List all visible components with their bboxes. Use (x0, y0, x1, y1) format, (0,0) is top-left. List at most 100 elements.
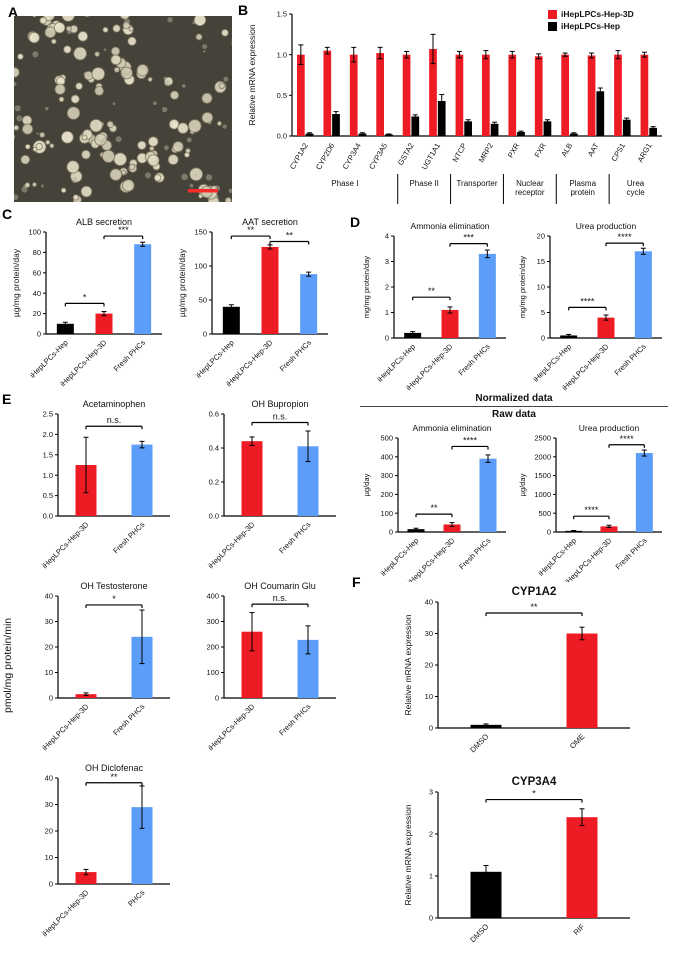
svg-text:30: 30 (425, 629, 433, 638)
svg-text:iHepLPCs-Hep-3D: iHepLPCs-Hep-3D (206, 520, 257, 570)
legend-item-hep: iHepLPCs-Hep (548, 20, 634, 32)
svg-text:20: 20 (45, 827, 53, 836)
svg-text:50: 50 (199, 296, 207, 305)
svg-text:mg/mg protein/day: mg/mg protein/day (518, 256, 527, 318)
chart-urea-production-raw: 0 500 1000 1500 2000 2500 Urea production µg/da… (516, 423, 668, 587)
svg-text:*: * (112, 594, 116, 604)
svg-text:iHepLPCs-Hep-3D: iHepLPCs-Hep-3D (40, 520, 91, 570)
svg-text:2: 2 (429, 830, 433, 839)
chart-aat-secretion: 0 50 100 150 AAT secretion µg/mg protein/day i… (176, 216, 334, 393)
svg-text:2.0: 2.0 (43, 430, 53, 439)
svg-text:0: 0 (203, 330, 207, 339)
svg-text:****: **** (463, 435, 478, 445)
svg-text:NTCP: NTCP (451, 142, 469, 164)
legend-label-hep3d: iHepLPCs-Hep-3D (561, 9, 634, 19)
svg-text:Phase I: Phase I (331, 179, 358, 188)
svg-text:500: 500 (538, 509, 551, 518)
svg-text:Fresh PHCs: Fresh PHCs (112, 338, 147, 373)
svg-text:Relative mRNA expression: Relative mRNA expression (403, 614, 413, 715)
svg-text:1: 1 (385, 308, 389, 317)
svg-text:100: 100 (380, 509, 393, 518)
svg-text:4: 4 (385, 232, 389, 241)
micrograph-image (14, 16, 232, 202)
svg-text:0: 0 (49, 880, 53, 889)
svg-text:40: 40 (33, 289, 41, 298)
svg-text:0: 0 (429, 914, 433, 923)
svg-text:200: 200 (380, 490, 393, 499)
svg-text:OH Coumarin Glu: OH Coumarin Glu (244, 581, 316, 591)
svg-text:Relative mRNA expression: Relative mRNA expression (247, 24, 257, 125)
svg-text:MRP2: MRP2 (477, 142, 495, 165)
svg-text:µg/day: µg/day (362, 473, 371, 496)
legend-label-hep: iHepLPCs-Hep (561, 21, 621, 31)
svg-text:20: 20 (33, 309, 41, 318)
svg-text:OME: OME (568, 732, 586, 750)
chart-oh-testosterone: 0 10 20 30 40 OH Testosterone iHepLPCs-Hep-3D F… (26, 580, 178, 757)
svg-text:*: * (83, 292, 87, 302)
svg-text:0.5: 0.5 (43, 491, 53, 500)
svg-text:3: 3 (429, 788, 433, 797)
svg-text:200: 200 (206, 643, 219, 652)
svg-text:iHepLPCs-Hep-3D: iHepLPCs-Hep-3D (206, 702, 257, 752)
svg-text:PXR: PXR (506, 141, 522, 159)
svg-text:100: 100 (206, 668, 219, 677)
svg-text:**: ** (430, 503, 438, 513)
svg-text:0: 0 (541, 334, 545, 343)
panel-f-label: F (352, 574, 361, 590)
svg-text:1.0: 1.0 (43, 471, 53, 480)
svg-text:Fresh PHCs: Fresh PHCs (278, 338, 313, 373)
svg-text:mg/mg protein/day: mg/mg protein/day (362, 256, 371, 318)
svg-text:10: 10 (45, 668, 53, 677)
svg-text:400: 400 (206, 592, 219, 601)
svg-text:40: 40 (425, 598, 433, 607)
svg-text:****: **** (580, 296, 595, 306)
raw-data-caption: Raw data (492, 409, 536, 420)
svg-text:CYP1A2: CYP1A2 (288, 142, 310, 171)
svg-text:5: 5 (541, 308, 545, 317)
chart-alb-secretion: 0 20 40 60 80 100 ALB secretion µg/mg protein/d… (10, 216, 168, 393)
chart-cyp3a4: 0 1 2 3 CYP3A4 Relative mRNA expression DMSO RI… (402, 772, 642, 959)
svg-text:***: *** (118, 225, 129, 235)
svg-text:Relative mRNA expression: Relative mRNA expression (403, 804, 413, 905)
svg-text:150: 150 (194, 228, 207, 237)
svg-text:40: 40 (45, 774, 53, 783)
svg-text:GSTA2: GSTA2 (396, 142, 416, 167)
panel-e-label: E (2, 391, 12, 407)
chart-ammonia-elimination-raw: 0 100 200 300 400 500 Ammonia elimination µg/da… (360, 423, 512, 587)
svg-text:CYP1A2: CYP1A2 (512, 586, 557, 598)
legend-item-hep3d: iHepLPCs-Hep-3D (548, 8, 634, 20)
svg-text:RIF: RIF (571, 922, 586, 937)
svg-text:15: 15 (537, 257, 545, 266)
svg-text:Fresh PHCs: Fresh PHCs (457, 342, 492, 377)
svg-text:****: **** (584, 505, 599, 515)
svg-text:60: 60 (33, 268, 41, 277)
svg-text:iHepLPCs-Hep-3D: iHepLPCs-Hep-3D (40, 702, 91, 752)
svg-text:0.0: 0.0 (277, 132, 287, 141)
svg-text:n.s.: n.s. (273, 412, 288, 422)
svg-text:Fresh PHCs: Fresh PHCs (277, 520, 312, 555)
svg-text:2500: 2500 (534, 434, 551, 443)
svg-text:0: 0 (37, 330, 41, 339)
svg-text:AAT: AAT (586, 141, 601, 158)
svg-text:ALB secretion: ALB secretion (76, 217, 132, 227)
svg-text:ALB: ALB (559, 142, 574, 159)
svg-text:Fresh PHCs: Fresh PHCs (277, 702, 312, 737)
svg-text:20: 20 (537, 232, 545, 241)
svg-text:0: 0 (215, 694, 219, 703)
svg-text:20: 20 (425, 661, 433, 670)
section-divider (360, 406, 668, 407)
svg-text:Ammonia elimination: Ammonia elimination (413, 424, 492, 433)
svg-text:iHepLPCs-Hep-3D: iHepLPCs-Hep-3D (40, 888, 91, 939)
svg-text:CPS1: CPS1 (609, 142, 627, 163)
svg-text:40: 40 (45, 592, 53, 601)
svg-text:300: 300 (206, 617, 219, 626)
svg-text:Phase II: Phase II (409, 179, 438, 188)
svg-text:****: **** (618, 232, 633, 242)
svg-text:OH Testosterone: OH Testosterone (80, 581, 147, 591)
svg-text:300: 300 (380, 471, 393, 480)
svg-text:3: 3 (385, 257, 389, 266)
panel-c-label: C (2, 206, 13, 222)
